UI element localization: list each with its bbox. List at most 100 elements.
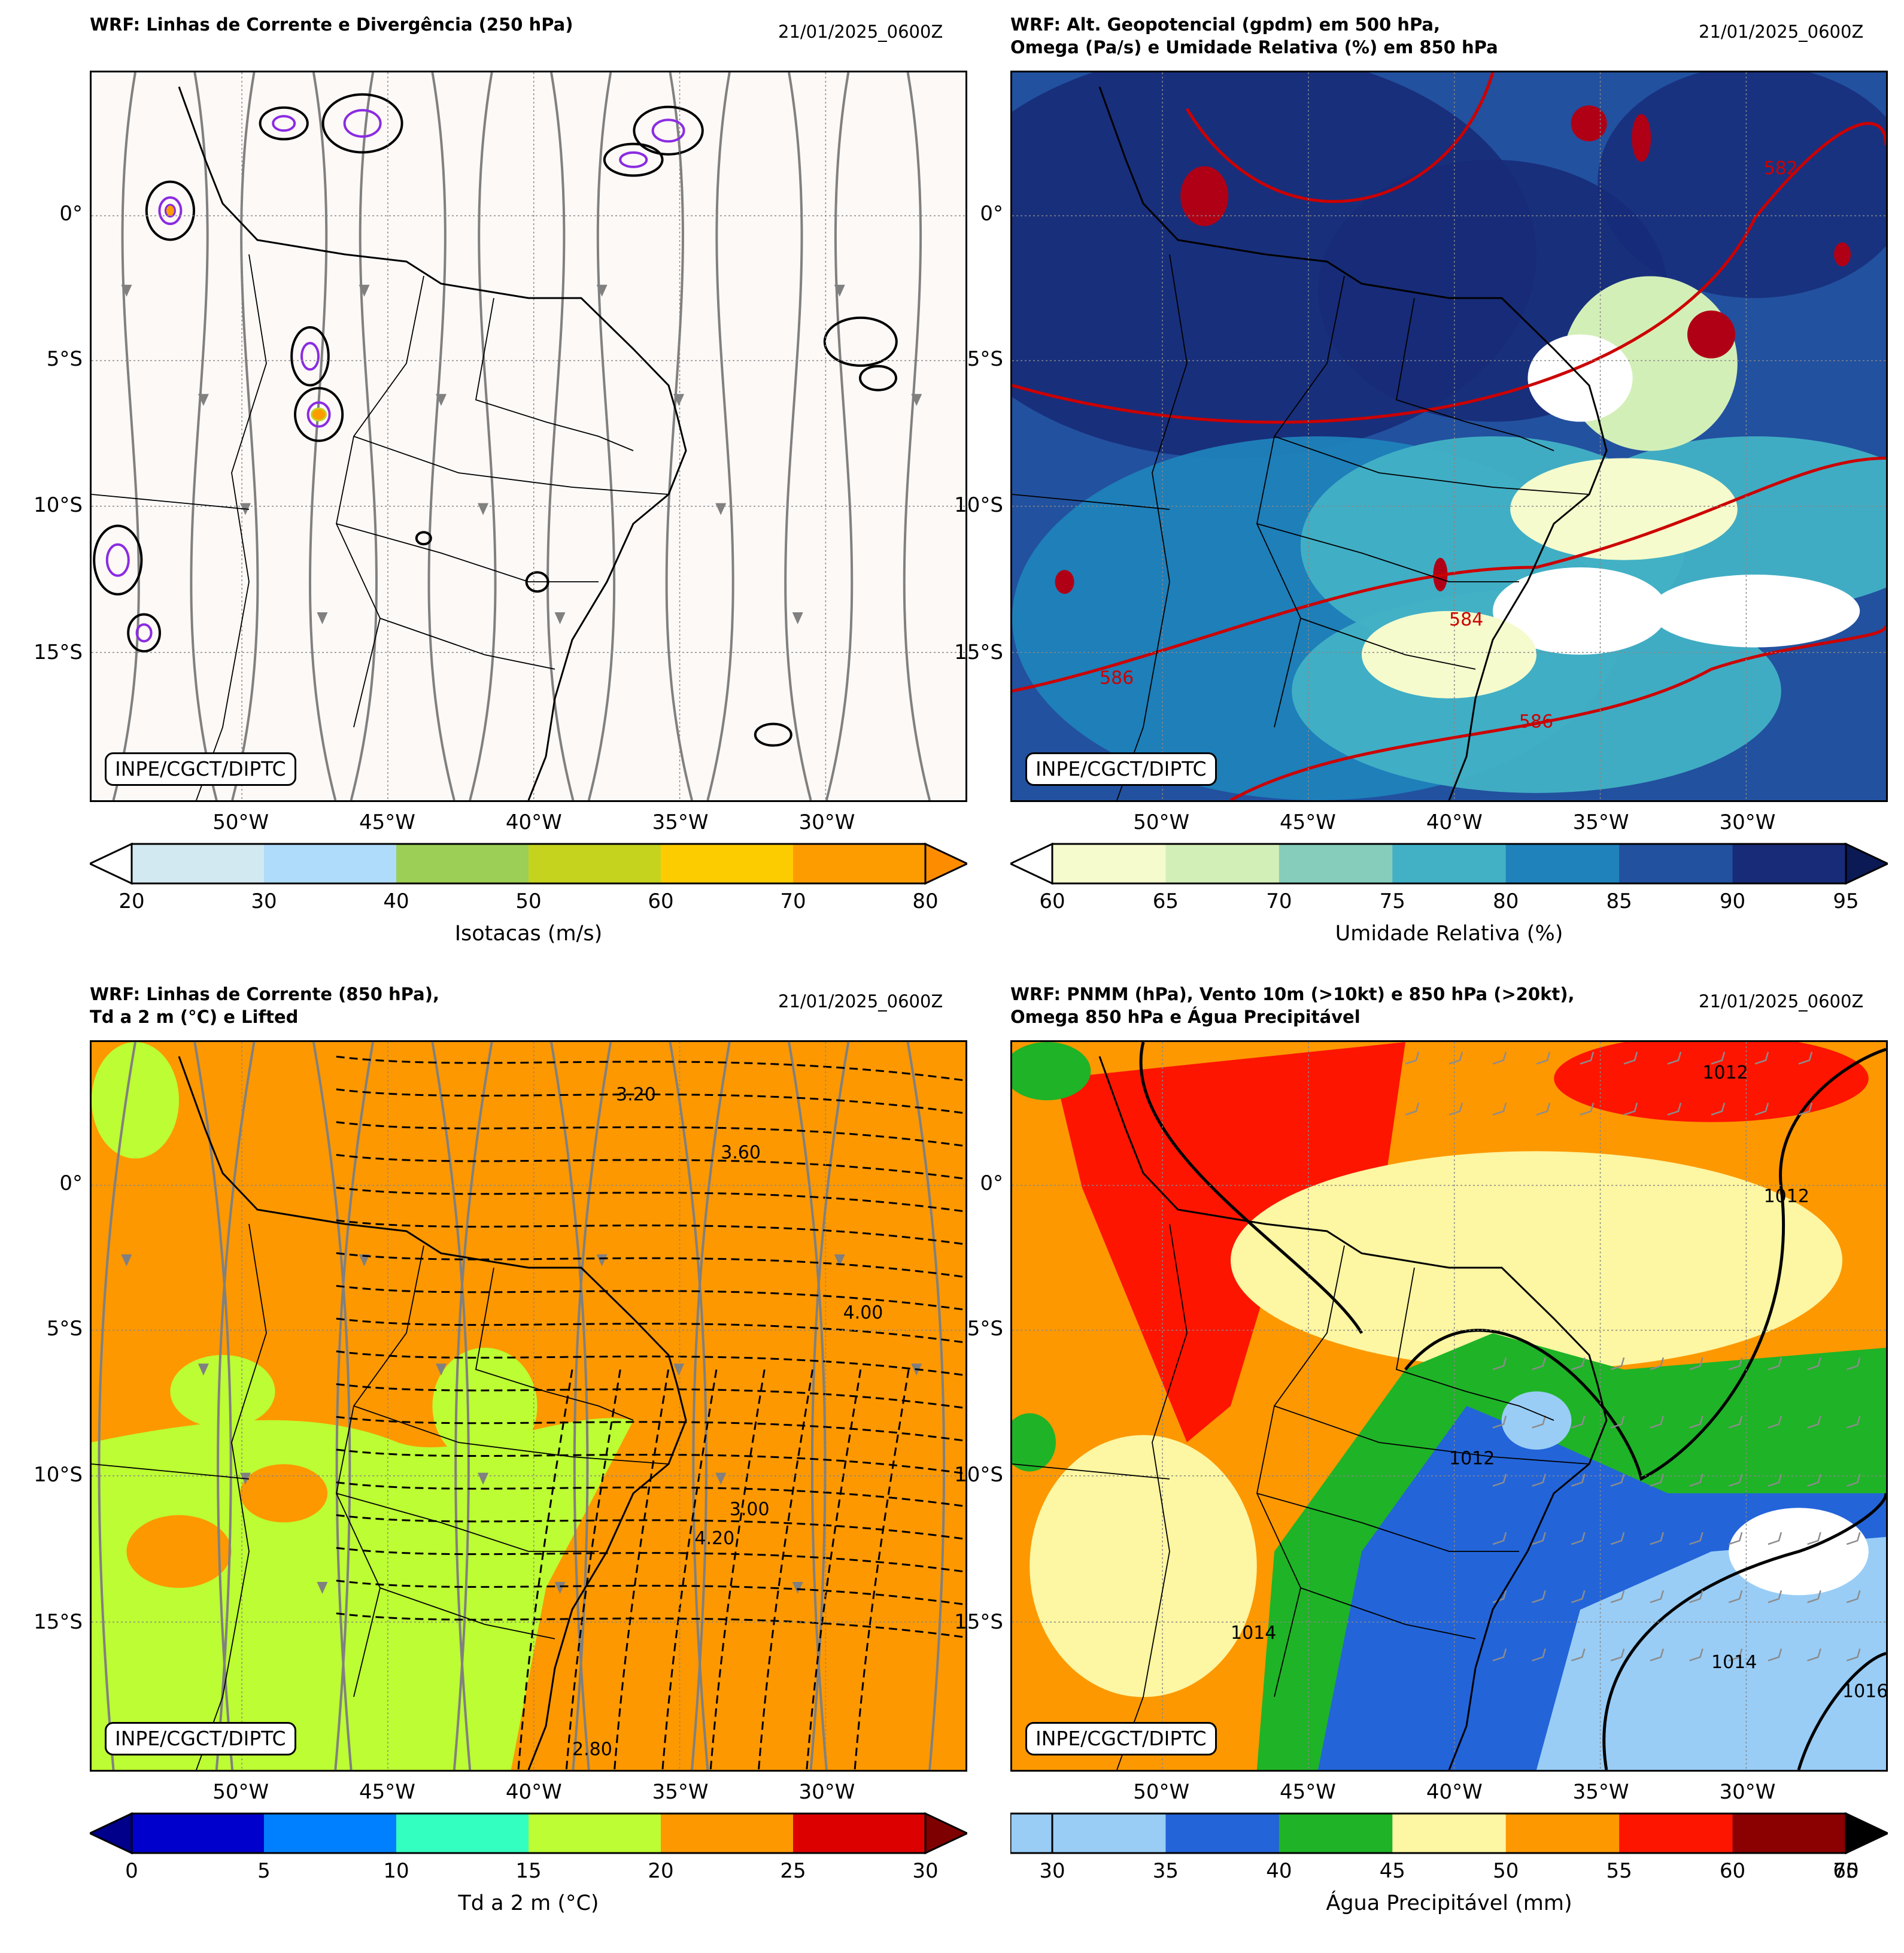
panel-title: WRF: Alt. Geopotencial (gpdm) em 500 hPa…: [1010, 14, 1498, 57]
lon-label: 30°W: [798, 1780, 855, 1804]
colorbar-swatch: [264, 1814, 397, 1853]
lat-label: 10°S: [954, 1463, 1003, 1487]
lat-label: 0°: [59, 1171, 83, 1195]
colorbar-tick: 65: [1152, 889, 1179, 913]
colorbar-swatch: [1505, 1814, 1620, 1853]
lon-label: 40°W: [505, 1780, 562, 1804]
lat-label: 5°S: [46, 347, 83, 371]
contour-label: 3.20: [616, 1084, 656, 1105]
colorbar-swatch: [1392, 1814, 1507, 1853]
lat-label: 5°S: [967, 347, 1003, 371]
lon-label: 40°W: [505, 810, 562, 834]
map-area: INPE/CGCT/DIPTC: [90, 71, 967, 802]
contour-label: 4.20: [694, 1528, 734, 1549]
colorbar-tick: 55: [1606, 1859, 1632, 1883]
lon-label: 50°W: [212, 810, 269, 834]
colorbar-swatch: [793, 844, 926, 883]
colorbar-swatch: [132, 844, 265, 883]
map-field: 3.60 3.20 4.00 2.80 3.00 4.20: [92, 1042, 965, 1770]
contour-label: 1012: [1764, 1186, 1809, 1207]
lat-label: 10°S: [954, 493, 1003, 518]
colorbar-swatch: [1279, 844, 1393, 883]
colorbar-tick: 20: [648, 1859, 674, 1883]
colorbar-label: Isotacas (m/s): [454, 922, 603, 946]
map-field: 584 586 582 586: [1012, 72, 1886, 800]
colorbar-tick: 80: [1493, 889, 1519, 913]
colorbar: [90, 1812, 967, 1854]
lon-label: 50°W: [1133, 810, 1190, 834]
colorbar-tick: 60: [1719, 1859, 1746, 1883]
lon-label: 45°W: [359, 1780, 415, 1804]
colorbar-tick: 25: [780, 1859, 806, 1883]
colorbar: [1010, 1812, 1888, 1854]
map-field: [92, 72, 965, 800]
lon-label: 30°W: [1719, 1780, 1776, 1804]
contour-label: 1014: [1231, 1623, 1276, 1644]
contour-label: 1016: [1842, 1681, 1886, 1702]
colorbar: [1010, 843, 1888, 885]
colorbar-swatch: [1732, 844, 1847, 883]
credit-box: INPE/CGCT/DIPTC: [1025, 752, 1217, 786]
panel-date: 21/01/2025_0600Z: [1699, 22, 1864, 42]
panel-title: WRF: PNMM (hPa), Vento 10m (>10kt) e 850…: [1010, 984, 1575, 1027]
panel-date: 21/01/2025_0600Z: [778, 22, 943, 42]
lon-label: 30°W: [798, 810, 855, 834]
colorbar-tick: 35: [1152, 1859, 1179, 1883]
contour-label: 2.80: [572, 1739, 612, 1760]
credit-box: INPE/CGCT/DIPTC: [1025, 1722, 1217, 1755]
lon-label: 40°W: [1426, 1780, 1483, 1804]
colorbar-swatch: [661, 1814, 794, 1853]
colorbar-swatch: [132, 1814, 265, 1853]
lon-label: 35°W: [1572, 1780, 1629, 1804]
credit-box: INPE/CGCT/DIPTC: [105, 752, 296, 786]
colorbar-tick: 30: [912, 1859, 939, 1883]
colorbar-swatch: [793, 1814, 926, 1853]
colorbar-swatch: [1619, 1814, 1733, 1853]
colorbar-swatch: [1505, 844, 1620, 883]
colorbar-tick: 0: [125, 1859, 138, 1883]
lat-label: 15°S: [34, 640, 83, 664]
panel-title: WRF: Linhas de Corrente e Divergência (2…: [90, 14, 573, 35]
lon-label: 50°W: [212, 1780, 269, 1804]
contour-label: 3.00: [730, 1499, 770, 1520]
lon-label: 45°W: [1280, 810, 1336, 834]
lon-label: 40°W: [1426, 810, 1483, 834]
lat-label: 10°S: [34, 493, 83, 518]
lon-label: 45°W: [359, 810, 415, 834]
colorbar-swatch: [1052, 844, 1166, 883]
colorbar-swatch: [396, 844, 529, 883]
lat-label: 0°: [59, 201, 83, 226]
colorbar-tick: 90: [1719, 889, 1746, 913]
colorbar-swatch: [661, 844, 794, 883]
lon-label: 30°W: [1719, 810, 1776, 834]
lat-label: 5°S: [46, 1316, 83, 1341]
colorbar-label: Umidade Relativa (%): [1335, 922, 1563, 946]
lat-label: 5°S: [967, 1316, 1003, 1341]
colorbar-label: Td a 2 m (°C): [458, 1891, 599, 1915]
colorbar-swatch: [264, 844, 397, 883]
colorbar-tick: 95: [1833, 889, 1859, 913]
colorbar-tick: 70: [780, 889, 806, 913]
map-area: 1012 1012 1014 1016 1012 1014 INPE/CGCT/DIPTC: [1010, 1040, 1888, 1772]
colorbar-swatch: [529, 1814, 661, 1853]
colorbar-tick: 50: [515, 889, 542, 913]
panel-date: 21/01/2025_0600Z: [778, 991, 943, 1012]
contour-label: 1012: [1702, 1062, 1748, 1083]
colorbar-tick: 10: [383, 1859, 409, 1883]
colorbar-swatch: [1732, 1814, 1847, 1853]
contour-label: 4.00: [843, 1302, 883, 1323]
lat-label: 0°: [980, 1171, 1003, 1195]
colorbar-tick: 15: [515, 1859, 542, 1883]
colorbar-tick: 80: [912, 889, 939, 913]
contour-label: 584: [1449, 609, 1483, 630]
colorbar-tick: 60: [1039, 889, 1065, 913]
contour-label: 582: [1764, 158, 1798, 179]
lon-label: 35°W: [652, 1780, 709, 1804]
contour-label: 1012: [1449, 1448, 1495, 1469]
colorbar-tick: 45: [1379, 1859, 1405, 1883]
lon-label: 45°W: [1280, 1780, 1336, 1804]
colorbar-tick: 60: [648, 889, 674, 913]
contour-label: 586: [1100, 667, 1134, 688]
colorbar-tick: 20: [119, 889, 145, 913]
colorbar-tick: 50: [1493, 1859, 1519, 1883]
